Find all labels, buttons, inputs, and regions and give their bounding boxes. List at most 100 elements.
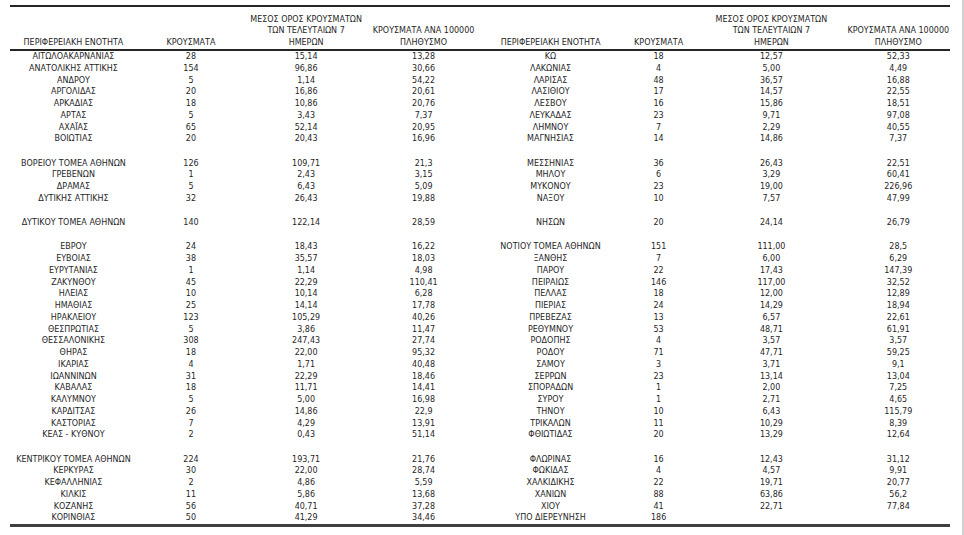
- per100k-cell: 110,41: [367, 277, 480, 289]
- table-row: ΝΑΞΟΥ107,5747,99: [480, 193, 950, 205]
- table-body-left: ΑΙΤΩΛΟΑΚΑΡΝΑΝΙΑΣ2815,1413,28ΑΝΑΤΟΛΙΚΗΣ Α…: [10, 51, 480, 524]
- per100k-cell: 22,9: [367, 406, 480, 418]
- cases-cell: 56: [137, 501, 245, 513]
- cases-cell: 26: [137, 406, 245, 418]
- avg7-cell: 247,43: [245, 335, 367, 347]
- cases-cell: 20: [137, 133, 245, 145]
- table-row: ΞΑΝΘΗΣ76,006,29: [480, 253, 950, 265]
- cases-cell: 126: [137, 158, 245, 170]
- region-cell: ΧΙΟΥ: [480, 501, 621, 513]
- cases-cell: 50: [137, 512, 245, 524]
- per100k-cell: 13,68: [367, 489, 480, 501]
- per100k-cell: 226,96: [847, 181, 950, 193]
- region-cell: ΡΕΘΥΜΝΟΥ: [480, 324, 621, 336]
- cases-cell: 18: [137, 98, 245, 110]
- table-row: ΠΙΕΡΙΑΣ2414,2918,94: [480, 300, 950, 312]
- column-header-avg7-line1: ΜΕΣΟΣ ΟΡΟΣ ΚΡΟΥΣΜΑΤΩΝ: [696, 14, 846, 26]
- per100k-cell: 52,33: [847, 51, 950, 63]
- region-cell: ΦΩΚΙΔΑΣ: [480, 465, 621, 477]
- column-header-avg7-line2: ΤΩΝ ΤΕΛΕΥΤΑΙΩΝ 7: [696, 25, 846, 37]
- region-cell: ΑΧΑΪΑΣ: [10, 122, 137, 134]
- table-row: ΚΑΒΑΛΑΣ1811,7114,41: [10, 382, 480, 394]
- region-cell: ΠΕΙΡΑΙΩΣ: [480, 277, 621, 289]
- column-header-per100k-line2: ΠΛΗΘΥΣΜΟ: [847, 37, 950, 49]
- cases-cell: 11: [621, 418, 696, 430]
- avg7-cell: 1,14: [245, 75, 367, 87]
- avg7-cell: 2,00: [696, 382, 846, 394]
- table-row: ΗΜΑΘΙΑΣ2514,1417,78: [10, 300, 480, 312]
- column-header-cases-label: ΚΡΟΥΣΜΑΤΑ: [621, 37, 696, 49]
- table-row: ΤΡΙΚΑΛΩΝ1110,298,39: [480, 418, 950, 430]
- region-cell: ΣΕΡΡΩΝ: [480, 371, 621, 383]
- region-cell: ΡΟΔΟΠΗΣ: [480, 335, 621, 347]
- table-row: ΓΡΕΒΕΝΩΝ12,433,15: [10, 169, 480, 181]
- region-cell: ΚΑΡΔΙΤΣΑΣ: [10, 406, 137, 418]
- region-cell: ΓΡΕΒΕΝΩΝ: [10, 169, 137, 181]
- avg7-cell: 48,71: [696, 324, 846, 336]
- avg7-cell: 109,71: [245, 158, 367, 170]
- per100k-cell: 6,29: [847, 253, 950, 265]
- table-row: ΝΗΣΩΝ2024,1426,79: [480, 217, 950, 229]
- avg7-cell: 3,71: [696, 359, 846, 371]
- region-cell: ΖΑΚΥΝΘΟΥ: [10, 277, 137, 289]
- avg7-cell: 18,43: [245, 241, 367, 253]
- table-row: ΜΑΓΝΗΣΙΑΣ1414,867,37: [480, 133, 950, 145]
- table-row: ΠΑΡΟΥ2217,43147,39: [480, 265, 950, 277]
- cases-cell: 7: [137, 418, 245, 430]
- table-row: ΤΗΝΟΥ106,43115,79: [480, 406, 950, 418]
- avg7-cell: 122,14: [245, 217, 367, 229]
- per100k-cell: 13,91: [367, 418, 480, 430]
- per100k-cell: 7,37: [367, 110, 480, 122]
- region-cell: ΗΛΕΙΑΣ: [10, 288, 137, 300]
- region-cell: ΕΒΡΟΥ: [10, 241, 137, 253]
- table-row: ΠΕΙΡΑΙΩΣ146117,0032,52: [480, 277, 950, 289]
- per100k-cell: 9,1: [847, 359, 950, 371]
- table-row: ΔΥΤΙΚΗΣ ΑΤΤΙΚΗΣ3226,4319,88: [10, 193, 480, 205]
- table-row: ΜΗΛΟΥ63,2960,41: [480, 169, 950, 181]
- region-group: ΜΕΣΣΗΝΙΑΣ3626,4322,51ΜΗΛΟΥ63,2960,41ΜΥΚΟ…: [480, 158, 950, 205]
- region-cell: ΑΡΚΑΔΙΑΣ: [10, 98, 137, 110]
- region-cell: ΗΜΑΘΙΑΣ: [10, 300, 137, 312]
- cases-cell: 10: [621, 406, 696, 418]
- per100k-cell: 4,65: [847, 394, 950, 406]
- per100k-cell: 12,89: [847, 288, 950, 300]
- table-row: ΠΕΛΛΑΣ1812,0012,89: [480, 288, 950, 300]
- table-row: ΛΑΡΙΣΑΣ4836,5716,88: [480, 75, 950, 87]
- table-row: ΡΟΔΟΥ7147,7159,25: [480, 347, 950, 359]
- cases-cell: 24: [137, 241, 245, 253]
- avg7-cell: 35,57: [245, 253, 367, 265]
- per100k-cell: 16,22: [367, 241, 480, 253]
- cases-cell: 151: [621, 241, 696, 253]
- column-header-per100k-line2: ΠΛΗΘΥΣΜΟ: [367, 37, 480, 49]
- per100k-cell: 20,95: [367, 122, 480, 134]
- avg7-cell: 11,71: [245, 382, 367, 394]
- table-row: ΛΑΣΙΘΙΟΥ1714,5722,55: [480, 86, 950, 98]
- table-row: ΜΥΚΟΝΟΥ2319,00226,96: [480, 181, 950, 193]
- cases-cell: 3: [621, 359, 696, 371]
- region-cell: ΒΟΙΩΤΙΑΣ: [10, 133, 137, 145]
- per100k-cell: 47,99: [847, 193, 950, 205]
- avg7-cell: 193,71: [245, 454, 367, 466]
- per100k-cell: 37,28: [367, 501, 480, 513]
- cases-cell: 14: [621, 133, 696, 145]
- region-cell: ΡΟΔΟΥ: [480, 347, 621, 359]
- cases-cell: 2: [137, 429, 245, 441]
- region-cell: ΕΥΒΟΙΑΣ: [10, 253, 137, 265]
- region-cell: ΛΕΥΚΑΔΑΣ: [480, 110, 621, 122]
- cases-cell: 18: [621, 288, 696, 300]
- region-cell: ΑΡΤΑΣ: [10, 110, 137, 122]
- region-cell: ΙΩΑΝΝΙΝΩΝ: [10, 371, 137, 383]
- table-row: ΧΑΛΚΙΔΙΚΗΣ2219,7120,77: [480, 477, 950, 489]
- avg7-cell: 1,71: [245, 359, 367, 371]
- region-cell: ΑΙΤΩΛΟΑΚΑΡΝΑΝΙΑΣ: [10, 51, 137, 63]
- region-cell: ΦΘΙΩΤΙΔΑΣ: [480, 429, 621, 441]
- column-header-avg7-line3: ΗΜΕΡΩΝ: [245, 37, 367, 49]
- cases-cell: 48: [621, 75, 696, 87]
- region-group: ΝΟΤΙΟΥ ΤΟΜΕΑ ΑΘΗΝΩΝ151111,0028,5ΞΑΝΘΗΣ76…: [480, 241, 950, 441]
- region-cell: ΔΡΑΜΑΣ: [10, 181, 137, 193]
- per100k-cell: 6,28: [367, 288, 480, 300]
- avg7-cell: 19,00: [696, 181, 846, 193]
- cases-cell: 22: [621, 477, 696, 489]
- region-cell: ΔΥΤΙΚΗΣ ΑΤΤΙΚΗΣ: [10, 193, 137, 205]
- avg7-cell: 117,00: [696, 277, 846, 289]
